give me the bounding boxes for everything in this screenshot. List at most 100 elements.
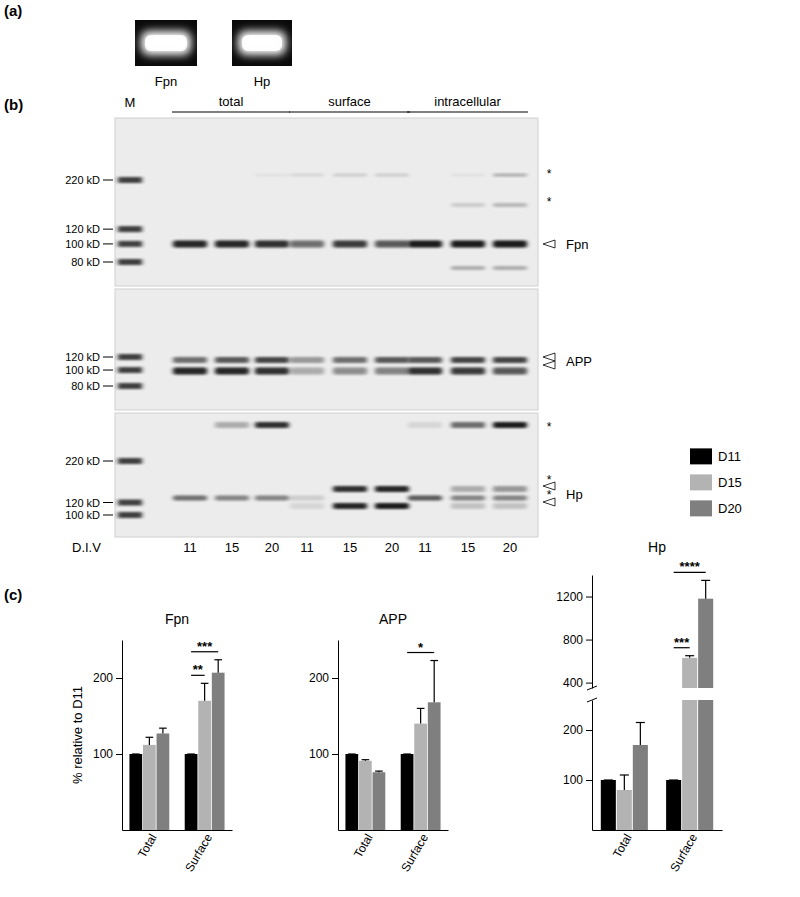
protein-band [451,241,485,248]
panel-label: (a) [4,2,22,19]
chart-title: APP [379,611,407,627]
marker-band [118,512,142,518]
tick: 400 [563,676,592,690]
error-bar [620,775,629,790]
tick: Total [610,830,635,860]
error-bar [146,737,154,745]
bar [373,772,386,830]
tick-mark [116,678,122,679]
marker-band [118,177,142,183]
marker-tick [103,386,113,387]
gel-label: Fpn [155,74,177,89]
bar [345,754,358,830]
legend-label: D20 [718,501,742,516]
gel-background [232,20,292,66]
axis-line [338,641,339,831]
panel-label: (c) [4,586,22,603]
tick-mark [586,780,592,781]
axis-line [339,830,449,831]
error-bar-cap [201,683,209,684]
blot-background [115,289,538,410]
error-bar [430,661,438,703]
tick-label: Surface [398,831,431,874]
error-bar-cap [214,659,222,660]
protein-band [333,368,367,375]
error-bar-cap [636,722,645,723]
protein-band [493,496,527,501]
protein-band [255,357,289,363]
protein-band [290,174,324,177]
marker-label: 80 kD [71,380,100,392]
error-bar [604,780,613,781]
marker-label: 120 kD [65,223,100,235]
error-bar [636,723,645,746]
error-bar-cap [620,774,629,775]
lane-label: 20 [385,540,399,555]
protein-band [375,368,409,375]
protein-band [493,241,527,248]
tick-label: 200 [93,671,113,685]
protein-band [375,486,409,492]
band-arrowhead [543,361,555,369]
protein-band [255,496,289,501]
tick-label: 100 [309,747,329,761]
protein-band [290,368,324,375]
protein-band [451,357,485,363]
tick: 100 [563,773,592,787]
tick-label: Surface [667,831,700,874]
marker-band [118,367,142,373]
significance-label: **** [680,559,701,574]
bar-chart: 100200TotalSurface [309,641,449,875]
protein-band [408,422,442,428]
axis-line [122,641,123,831]
protein-band [290,241,324,248]
marker-tick [103,357,113,358]
error-bar [417,708,425,723]
protein-band [173,241,207,248]
error-bar-cap [685,655,694,656]
lane-label: 11 [300,540,314,555]
error-bar-stem [705,580,706,598]
lane-label: 11 [183,540,197,555]
chart-title: Hp [648,539,666,555]
protein-band [255,422,289,428]
protein-band [215,241,249,248]
lane-group-underline [172,112,290,113]
error-bar-cap [669,779,678,780]
tick: 200 [309,671,338,685]
legend-swatch [690,448,712,464]
bar [143,745,156,830]
legend-label: D15 [718,475,742,490]
lane-group-underline [407,112,528,113]
plot-marks [345,661,440,830]
band-arrowhead [543,353,555,361]
error-bar [375,771,383,772]
protein-band [451,368,485,375]
marker-tick [103,180,113,181]
tick-label: 1200 [556,590,583,604]
tick: Total [135,830,160,860]
gel-band-core [242,35,282,51]
tick-mark [586,730,592,731]
bar [212,673,225,830]
bar [401,754,414,830]
protein-band [493,357,527,363]
error-bar-cap [604,779,613,780]
error-bar-cap [348,753,356,754]
protein-band [333,241,367,248]
protein-band [408,241,442,248]
marker-tick [103,461,113,462]
y-axis: 400 800 1200 [556,576,592,690]
gel [232,20,292,66]
protein-band [375,174,409,177]
protein-band [173,496,207,501]
tick: 1200 [556,590,592,604]
bar [698,599,713,830]
tick-label: 800 [563,633,583,647]
error-bar [187,754,195,755]
error-bar-stem [434,661,435,703]
gel-label: Hp [254,74,271,89]
tick: 200 [93,671,122,685]
lane-group-label: surface [328,94,371,109]
figure: (a)FpnHp(b)Mtotalsurfaceintracellular220… [0,0,800,897]
